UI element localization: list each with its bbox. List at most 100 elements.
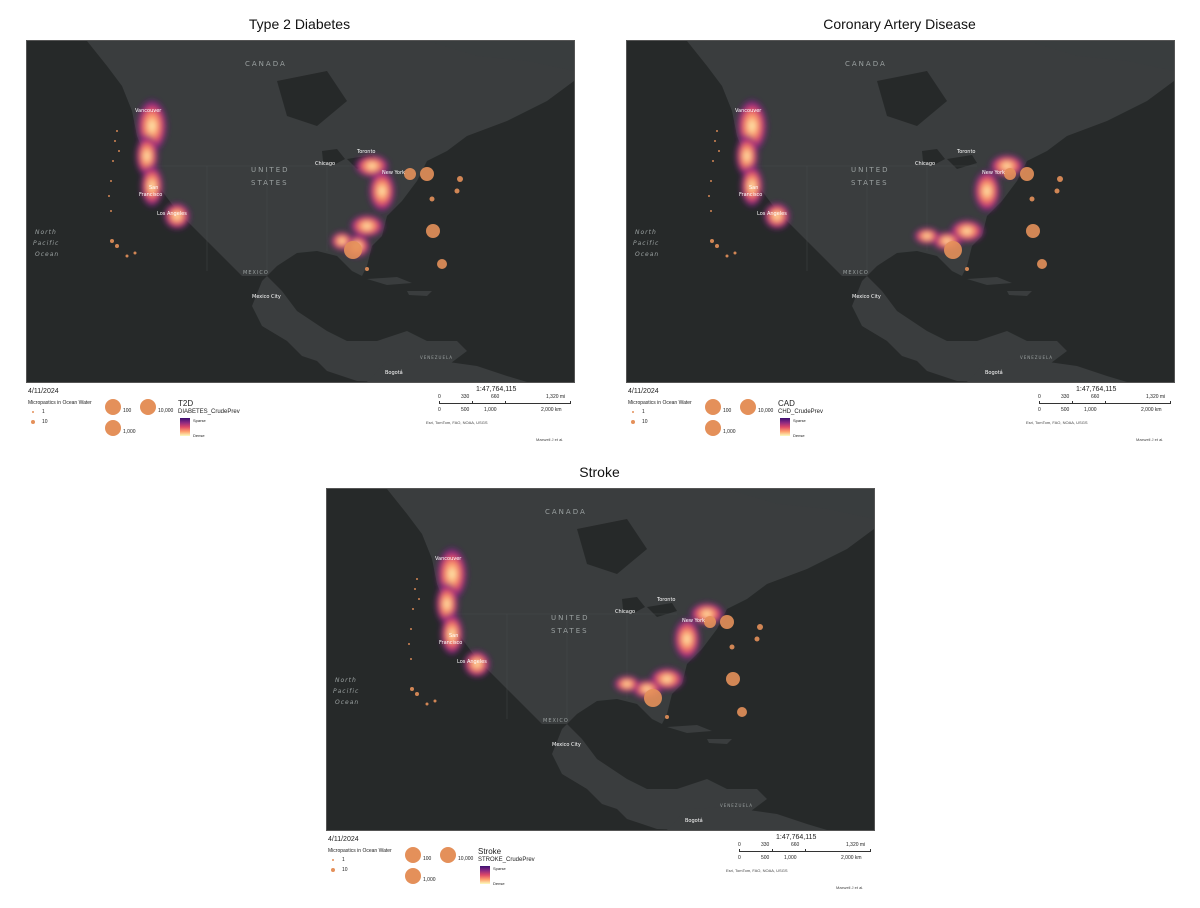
disease-label: T2D	[178, 399, 194, 408]
label-vancouver: Vancouver	[135, 108, 162, 114]
credit: Maxwell J et al.	[836, 885, 864, 890]
microplastic-marker	[944, 241, 962, 259]
symbol-label-1: 1	[642, 409, 645, 415]
microplastic-marker	[414, 588, 416, 590]
scale-tick	[739, 849, 740, 852]
km-label-0: 0	[738, 855, 741, 861]
label-united: UNITED	[551, 614, 590, 622]
microplastic-marker	[433, 699, 437, 703]
mi-label-1320: 1,320 mi	[546, 394, 566, 400]
microplastic-marker	[416, 578, 418, 580]
label-ocean: Ocean	[635, 251, 659, 258]
symbol-label-10000: 10,000	[758, 408, 774, 414]
microplastic-marker	[437, 259, 447, 269]
microplastic-marker	[410, 687, 414, 691]
mi-label-330: 330	[761, 842, 770, 848]
label-bogota: Bogotá	[385, 369, 403, 376]
scale-tick	[1039, 401, 1040, 404]
label-los-angeles: Los Angeles	[757, 211, 787, 217]
symbol-label-10: 10	[642, 419, 648, 425]
legend: 4/11/2024 Micropastics in Ocean Water 1 …	[626, 381, 1173, 451]
attribution: Esri, TomTom, FAO, NOAA, USGS	[726, 868, 788, 873]
symbol-size-100	[705, 399, 721, 415]
label-los-angeles: Los Angeles	[157, 211, 187, 217]
symbol-label-1000: 1,000	[423, 877, 436, 883]
map-frame: CANADA UNITED STATES MEXICO North Pacifi…	[626, 40, 1175, 383]
km-label-500: 500	[1061, 407, 1070, 413]
label-venezuela: VENEZUELA	[420, 355, 453, 360]
symbol-size-10000	[140, 399, 156, 415]
scale-bar-mi	[439, 403, 570, 404]
scale-ratio: 1:47,764,115	[1076, 386, 1117, 393]
microplastic-marker	[737, 707, 747, 717]
label-north: North	[335, 677, 357, 684]
map-panel-2: Stroke CANADA UNITED STATES MEXICO North	[326, 448, 875, 908]
symbol-size-1000	[105, 420, 121, 436]
microplastic-marker	[112, 160, 114, 162]
microplastic-marker	[1057, 176, 1063, 182]
symbol-size-10000	[440, 847, 456, 863]
scale-tick	[570, 401, 571, 404]
label-toronto: Toronto	[656, 597, 675, 603]
ramp-bottom-label: Dense	[193, 433, 205, 438]
microplastic-marker	[716, 130, 718, 132]
ramp-bottom-label: Dense	[793, 433, 805, 438]
scale-tick	[772, 849, 773, 852]
attribution: Esri, TomTom, FAO, NOAA, USGS	[1026, 420, 1088, 425]
symbol-heading: Micropastics in Ocean Water	[328, 848, 392, 854]
symbol-label-10: 10	[42, 419, 48, 425]
microplastic-marker	[1037, 259, 1047, 269]
label-francisco: Francisco	[139, 192, 162, 198]
label-north: North	[635, 229, 657, 236]
microplastic-marker	[133, 251, 137, 255]
field-label: STROKE_CrudePrev	[478, 857, 535, 863]
scale-bar-mi	[739, 851, 870, 852]
label-san: San	[749, 185, 758, 191]
label-united: UNITED	[851, 166, 890, 174]
label-ocean: Ocean	[35, 251, 59, 258]
symbol-size-1	[632, 411, 634, 413]
label-bogota: Bogotá	[985, 369, 1003, 376]
label-chicago: Chicago	[915, 161, 935, 167]
mi-label-1320: 1,320 mi	[1146, 394, 1166, 400]
microplastic-marker	[418, 598, 420, 600]
symbol-label-100: 100	[423, 856, 432, 862]
symbol-label-10000: 10,000	[158, 408, 174, 414]
mi-label-0: 0	[438, 394, 441, 400]
microplastic-marker	[110, 239, 114, 243]
symbol-label-1: 1	[42, 409, 45, 415]
land-north-america	[687, 41, 1174, 382]
scale-bar-mi	[1039, 403, 1170, 404]
label-toronto: Toronto	[956, 149, 975, 155]
label-pacific: Pacific	[333, 688, 359, 695]
symbol-size-10000	[740, 399, 756, 415]
microplastic-marker	[725, 254, 729, 258]
microplastic-marker	[726, 672, 740, 686]
microplastic-marker	[454, 188, 460, 194]
map-frame: CANADA UNITED STATES MEXICO North Pacifi…	[326, 488, 875, 831]
km-label-2000: 2,000 km	[541, 407, 562, 413]
map-date: 4/11/2024	[628, 388, 659, 395]
label-new-york: New York	[982, 170, 1005, 176]
label-toronto: Toronto	[356, 149, 375, 155]
legend: 4/11/2024 Micropastics in Ocean Water 1 …	[326, 829, 873, 899]
map-date: 4/11/2024	[28, 388, 59, 395]
symbol-size-1000	[405, 868, 421, 884]
scale-ratio: 1:47,764,115	[476, 386, 517, 393]
km-label-1000: 1,000	[1084, 407, 1097, 413]
ramp-bottom-label: Dense	[493, 881, 505, 886]
ramp-top-label: Sparse	[193, 418, 206, 423]
label-canada: CANADA	[845, 60, 887, 68]
credit: Maxwell J et al.	[1136, 437, 1164, 442]
label-san: San	[449, 633, 458, 639]
label-canada: CANADA	[545, 508, 587, 516]
microplastic-marker	[116, 130, 118, 132]
km-label-1000: 1,000	[484, 407, 497, 413]
microplastic-marker	[1054, 188, 1060, 194]
label-venezuela: VENEZUELA	[1020, 355, 1053, 360]
label-states: STATES	[251, 179, 289, 187]
mi-label-0: 0	[738, 842, 741, 848]
map-panel-1: Coronary Artery Disease CANADA UNITED ST…	[626, 0, 1175, 460]
symbol-size-10	[31, 420, 35, 424]
scale-tick	[1072, 401, 1073, 404]
